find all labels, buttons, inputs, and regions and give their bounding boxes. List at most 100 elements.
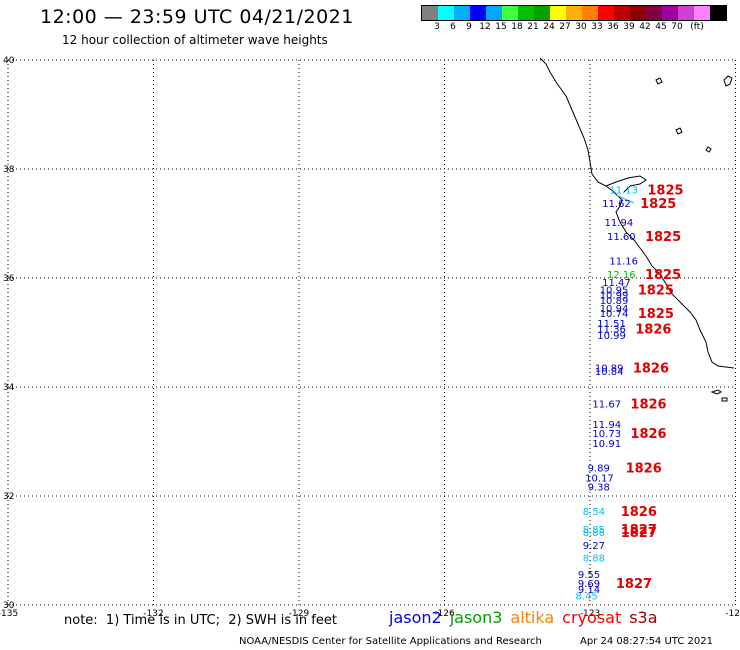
pass-time: 1826 <box>633 362 669 377</box>
color-scale-tick: 21 <box>527 22 539 32</box>
color-swatch <box>694 6 710 20</box>
lat-lon-grid <box>7 59 736 606</box>
color-scale-tick: 12 <box>479 22 491 32</box>
swh-value: 10.89 <box>595 364 624 375</box>
pass-time: 1825 <box>638 307 674 322</box>
latitude-label: 38 <box>3 165 15 175</box>
color-swatch <box>438 6 454 20</box>
generated-timestamp: Apr 24 08:27:54 UTC 2021 <box>580 636 713 647</box>
satellite-legend: jason2 jason3 altika cryosat s3a <box>389 608 666 627</box>
color-swatch <box>454 6 470 20</box>
island-2 <box>721 397 728 402</box>
color-swatch <box>630 6 646 20</box>
latitude-label: 34 <box>3 383 15 393</box>
color-scale-tick: 15 <box>495 22 507 32</box>
chart-title: 12:00 — 23:59 UTC 04/21/2021 <box>40 6 354 28</box>
color-swatch <box>470 6 486 20</box>
credit-text: NOAA/NESDIS Center for Satellite Applica… <box>239 636 542 647</box>
island-1 <box>710 389 722 395</box>
swh-value: 10.73 <box>592 429 621 440</box>
swh-value: 8.54 <box>583 507 605 518</box>
lake-4 <box>705 146 712 153</box>
color-scale-tick: 45 <box>655 22 667 32</box>
latitude-label: 30 <box>3 601 15 611</box>
axis-labels: 40 38 36 34 32 30-135 -132 -129 -126 -123 -120 <box>0 56 740 619</box>
swh-value: 11.60 <box>607 232 636 243</box>
color-swatch <box>550 6 566 20</box>
bay-outline <box>605 175 647 193</box>
satellite-name: cryosat <box>562 608 622 627</box>
swh-value: 12.16 <box>607 270 636 281</box>
color-scale-tick: 3 <box>434 22 440 32</box>
latitude-label: 36 <box>3 274 15 284</box>
swh-value: 11.67 <box>592 400 621 411</box>
chart-subtitle: 12 hour collection of altimeter wave hei… <box>62 33 328 47</box>
color-scale-tick: 36 <box>607 22 619 32</box>
swh-value: 11.36 <box>597 325 626 336</box>
longitude-label: -132 <box>143 609 163 619</box>
pass-time: 1826 <box>635 323 671 338</box>
color-scale-tick: 24 <box>543 22 555 32</box>
color-scale-tick: 30 <box>575 22 587 32</box>
swh-value: 8.85 <box>583 525 605 536</box>
swh-value: 10.99 <box>597 331 626 342</box>
pass-time: 1825 <box>645 268 681 283</box>
color-scale-tick: 27 <box>559 22 571 32</box>
satellite-name: s3a <box>629 608 658 627</box>
lake-2 <box>723 75 733 87</box>
color-swatch <box>422 6 438 20</box>
color-scale-tick: 39 <box>623 22 635 32</box>
color-scale-tick: (ft) <box>690 22 704 32</box>
color-scale-tick: 6 <box>450 22 456 32</box>
swh-value: 8.88 <box>583 553 605 564</box>
footer-note: note: 1) Time is in UTC; 2) SWH is in fe… <box>64 613 337 628</box>
swh-value: 9.38 <box>588 483 610 494</box>
color-swatch <box>502 6 518 20</box>
swh-value: 11.47 <box>602 278 631 289</box>
pass-time: 1827 <box>621 526 657 541</box>
latitude-label: 40 <box>3 56 15 66</box>
swh-value: 10.84 <box>595 367 624 378</box>
color-swatch <box>534 6 550 20</box>
wave-height-color-scale <box>421 5 727 21</box>
swh-value: 8.45 <box>575 592 597 603</box>
color-scale-ticks: 3 6 9 12 15 18 21 24 27 30 33 36 39 42 45 70 (ft) <box>421 22 727 34</box>
swh-value: 11.51 <box>597 319 626 330</box>
swh-value: 10.89 <box>600 296 629 307</box>
swh-value: 9.14 <box>578 585 600 596</box>
coastline-path <box>539 57 735 369</box>
color-swatch <box>486 6 502 20</box>
swh-value: 10.17 <box>585 473 614 484</box>
color-swatch <box>678 6 694 20</box>
color-swatch <box>518 6 534 20</box>
pass-time: 1825 <box>638 283 674 298</box>
pass-time: 1827 <box>621 523 657 538</box>
california-coastline <box>539 57 735 402</box>
swh-value: 10.91 <box>592 439 621 450</box>
swh-value: 11.16 <box>609 256 638 267</box>
color-swatch <box>582 6 598 20</box>
swh-value: 9.27 <box>583 541 605 552</box>
swh-value: 9.69 <box>578 579 600 590</box>
swh-value: 8.88 <box>583 528 605 539</box>
pass-time: 1826 <box>626 461 662 476</box>
pass-time: 1826 <box>621 505 657 520</box>
color-scale-tick: 18 <box>511 22 523 32</box>
pass-time: 1825 <box>647 184 683 199</box>
satellite-name: jason2 <box>389 608 442 627</box>
pass-time: 1825 <box>645 230 681 245</box>
pass-time: 1826 <box>630 398 666 413</box>
swh-value: 9.55 <box>578 570 600 581</box>
color-scale-tick: 70 <box>671 22 683 32</box>
satellite-track-segment <box>615 194 635 204</box>
color-swatch <box>646 6 662 20</box>
swh-value: 10.94 <box>600 304 629 315</box>
swh-value: 11.62 <box>602 199 631 210</box>
pass-time: 1826 <box>630 427 666 442</box>
pass-time: 1825 <box>640 197 676 212</box>
satellite-name: jason3 <box>449 608 503 627</box>
satellite-name: altika <box>510 608 555 627</box>
swh-value: 11.94 <box>605 218 634 229</box>
color-swatch <box>566 6 582 20</box>
pass-time: 1827 <box>616 577 652 592</box>
